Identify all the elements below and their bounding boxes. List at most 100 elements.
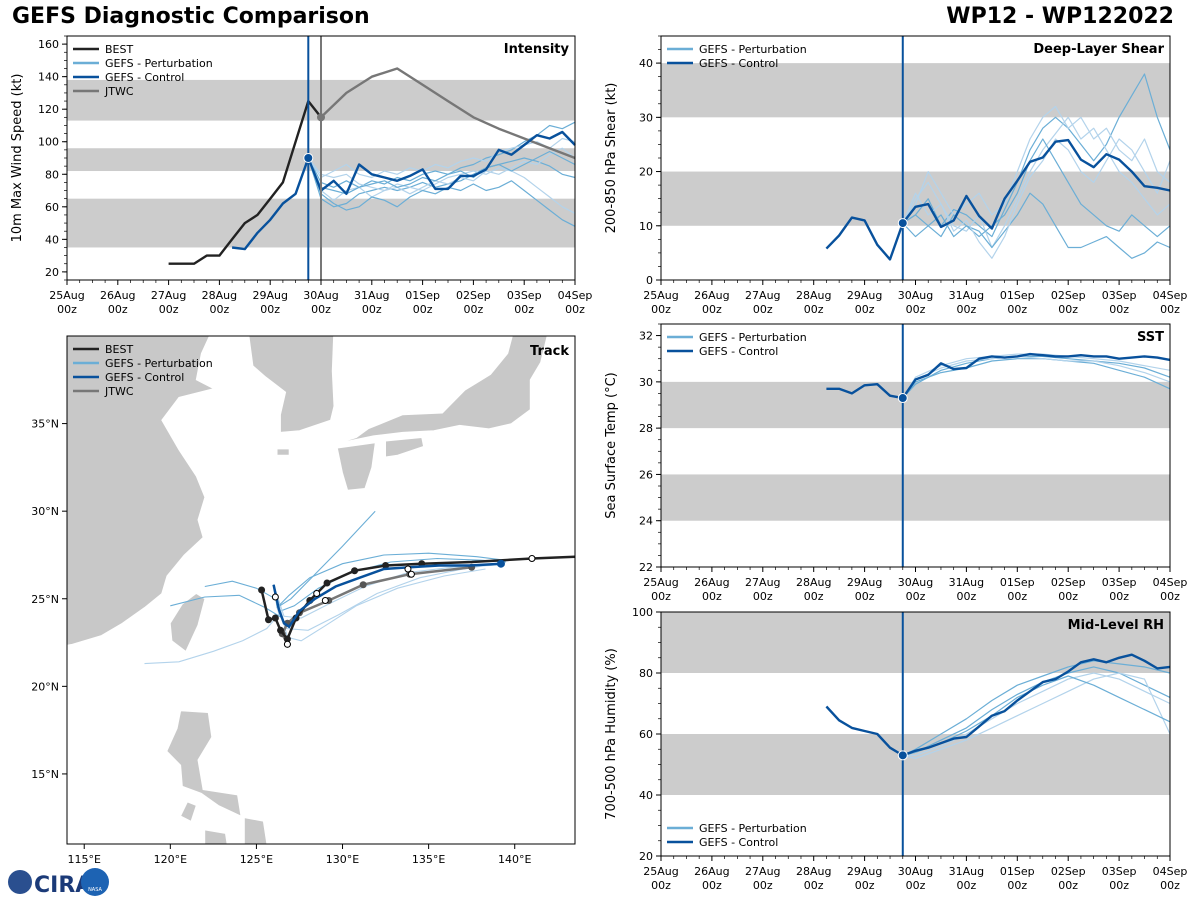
x-tick-label-date: 28Aug [796,576,831,589]
legend-gefs-control-label: GEFS - Control [699,57,778,70]
x-tick-label-hour: 00z [311,303,331,316]
panel-intensity: 2040608010012014016025Aug00z26Aug00z27Au… [10,35,592,316]
x-tick-label-hour: 00z [1109,879,1129,892]
x-tick-label-hour: 00z [1058,590,1078,603]
y-tick-label: 140 [38,71,59,84]
x-tick-label-hour: 00z [464,303,484,316]
panel-title: Intensity [504,42,570,57]
x-tick-label-hour: 00z [651,590,671,603]
series-gefs-perturbation-line [902,138,1171,238]
x-tick-label-hour: 00z [702,303,722,316]
x-tick-label-hour: 00z [1058,303,1078,316]
x-tick-label-hour: 00z [1007,879,1027,892]
forecast-position-marker [313,590,321,598]
samar-leyte-land [243,817,268,844]
x-tick-label-date: 26Aug [694,576,729,589]
x-tick-label-date: 31Aug [354,289,389,302]
china-land [67,336,215,646]
x-tick-label-date: 25Aug [643,865,678,878]
perturbation-track-line [273,563,498,631]
y-tick-label: 35°N [31,418,59,431]
forecast-position-marker [283,640,291,648]
x-tick-label-hour: 00z [57,303,77,316]
korea-land [248,336,335,433]
panels: 2040608010012014016025Aug00z26Aug00z27Au… [10,35,1188,892]
x-tick-label-date: 31Aug [949,289,984,302]
y-tick-label: 0 [646,274,653,287]
land-layer [67,336,548,844]
legend-gefs-control-label: GEFS - Control [699,836,778,849]
y-tick-label: 22 [639,561,653,574]
x-tick-label-date: 28Aug [202,289,237,302]
series-gefs-perturbation-line [307,121,576,188]
y-tick-label: 20 [45,266,59,279]
legend-gefs-control-label: GEFS - Control [105,371,184,384]
nasa-logo-icon [81,868,109,896]
forecast-position-marker [528,554,536,562]
x-tick-label-hour: 00z [753,590,773,603]
series-gefs-perturbation-line [902,138,1171,259]
y-tick-label: 25°N [31,593,59,606]
x-tick-label: 130°E [326,853,359,866]
x-tick-label-date: 02Sep [1051,576,1086,589]
x-tick-label-hour: 00z [565,303,585,316]
x-tick-label-hour: 00z [1160,879,1180,892]
legend-gefs-perturbation-label: GEFS - Perturbation [699,822,807,835]
forecast-position-marker [321,597,329,605]
y-tick-label: 32 [639,330,653,343]
series-gefs-perturbation-line [307,147,576,201]
x-tick-label-hour: 00z [702,879,722,892]
kyushu-land [336,442,376,491]
series-gefs-perturbation-line [902,672,1171,756]
x-tick-label-date: 04Sep [1153,576,1188,589]
control-init-point [897,218,908,229]
x-tick-label-hour: 00z [957,303,977,316]
x-tick-label-date: 28Aug [796,865,831,878]
series-gefs-perturbation-line [307,137,576,179]
x-tick-label-date: 01Sep [1000,289,1035,302]
legend-gefs-perturbation-label: GEFS - Perturbation [699,331,807,344]
series-gefs-perturbation-line [902,660,1171,756]
taiwan-land [169,593,206,652]
y-tick-label: 28 [639,422,653,435]
perturbation-track-line [273,552,505,607]
x-tick-label-date: 27Aug [745,576,780,589]
best-track-point [323,579,331,587]
x-tick-label-date: 03Sep [507,289,542,302]
y-tick-label: 40 [45,233,59,246]
x-tick-label-date: 03Sep [1102,576,1137,589]
series-gefs-perturbation-line [902,355,1171,399]
x-tick-label-date: 25Aug [643,576,678,589]
y-tick-label: 100 [632,606,653,619]
legend-best-label: BEST [105,343,133,356]
jeju-land [276,448,290,456]
x-tick-label-hour: 00z [1109,303,1129,316]
x-tick-label: 125°E [240,853,273,866]
series-gefs-control-line [826,352,1171,400]
x-tick-label-date: 01Sep [405,289,440,302]
y-tick-label: 80 [639,667,653,680]
x-tick-label-date: 29Aug [847,576,882,589]
legend-gefs-control-label: GEFS - Control [105,71,184,84]
best-track-point [277,626,285,634]
luzon-land [166,710,242,817]
series-gefs-control-line [231,130,576,251]
control-init-point [897,750,908,761]
x-tick-label-hour: 00z [906,303,926,316]
control-track-end-point [496,559,505,568]
x-tick-label-date: 29Aug [847,289,882,302]
x-tick-label-hour: 00z [957,590,977,603]
threshold-band [661,474,1170,521]
forecast-position-marker [404,565,412,573]
series-gefs-perturbation-line [902,666,1171,756]
y-tick-label: 40 [639,57,653,70]
legend-jtwc-label: JTWC [104,85,134,98]
control-track-line [272,562,502,629]
x-tick-label: 135°E [412,853,445,866]
panel-title: Mid-Level RH [1068,618,1164,633]
best-track-point [351,567,359,575]
series-gefs-perturbation-line [307,150,576,195]
x-tick-label-date: 30Aug [303,289,338,302]
legend-gefs-perturbation-label: GEFS - Perturbation [105,57,213,70]
x-tick-label-hour: 00z [159,303,179,316]
